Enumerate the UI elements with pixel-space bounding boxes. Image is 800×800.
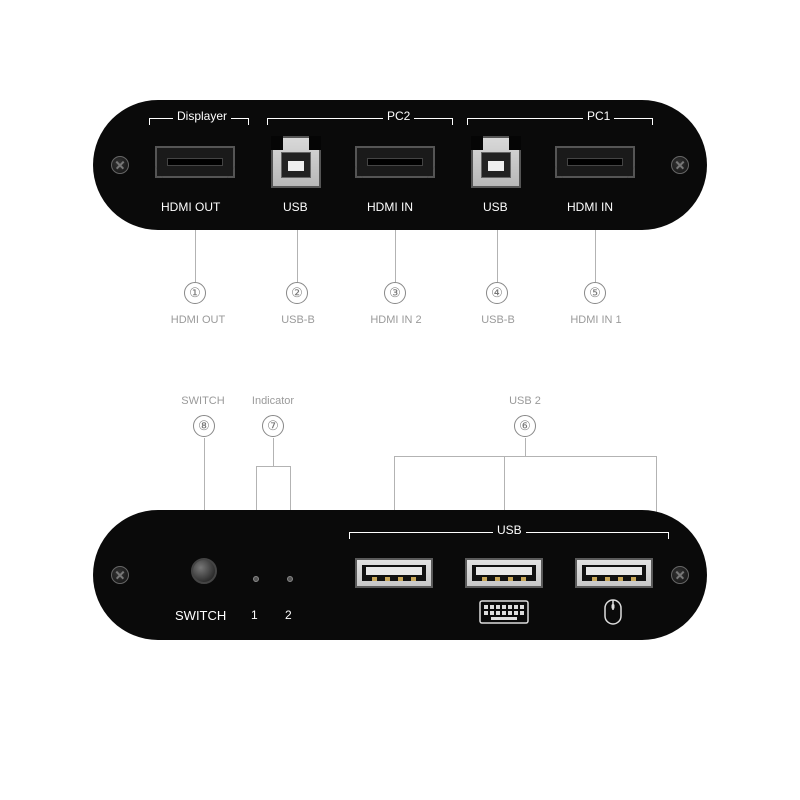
indicator-led-1	[253, 576, 259, 582]
callout-number-3: ③	[384, 282, 406, 304]
callout-label-3: HDMI IN 2	[368, 314, 424, 326]
switch-button[interactable]	[191, 558, 217, 584]
screw-icon	[111, 566, 129, 584]
usb-a-port-1	[355, 558, 433, 588]
callout-label-4: USB-B	[476, 314, 520, 326]
callout-label-7: Indicator	[243, 395, 303, 407]
switch-label: SWITCH	[175, 608, 226, 623]
port-label: HDMI OUT	[161, 200, 220, 214]
callout-label-8: SWITCH	[175, 395, 231, 407]
indicator-label-2: 2	[285, 608, 292, 622]
device-back-panel: Displayer PC2 PC1 HDMI OUT USB HDMI IN U…	[93, 100, 707, 230]
screw-icon	[671, 156, 689, 174]
keyboard-icon	[479, 600, 529, 624]
hdmi-out-port	[155, 146, 235, 178]
callout-line	[256, 466, 290, 467]
callout-number-4: ④	[486, 282, 508, 304]
callout-label-1: HDMI OUT	[168, 314, 228, 326]
hdmi-in-port-pc1	[555, 146, 635, 178]
callout-line	[297, 230, 298, 282]
screw-icon	[111, 156, 129, 174]
callout-number-6: ⑥	[514, 415, 536, 437]
callout-line	[525, 438, 526, 456]
mouse-icon	[603, 598, 623, 626]
callout-line	[195, 230, 196, 282]
indicator-led-2	[287, 576, 293, 582]
callout-line	[395, 230, 396, 282]
group-label-usb: USB	[493, 523, 526, 537]
callout-number-2: ②	[286, 282, 308, 304]
group-label-pc1: PC1	[583, 109, 614, 123]
group-bracket	[467, 118, 653, 124]
port-label: HDMI IN	[367, 200, 413, 214]
hdmi-in-port-pc2	[355, 146, 435, 178]
group-bracket	[267, 118, 453, 124]
callout-number-1: ①	[184, 282, 206, 304]
callout-number-5: ⑤	[584, 282, 606, 304]
port-label: HDMI IN	[567, 200, 613, 214]
indicator-label-1: 1	[251, 608, 258, 622]
usb-a-port-2	[465, 558, 543, 588]
group-label-pc2: PC2	[383, 109, 414, 123]
callout-line	[497, 230, 498, 282]
usb-b-port-pc1	[471, 136, 521, 188]
usb-a-port-3	[575, 558, 653, 588]
device-front-panel: USB SWITCH 1 2	[93, 510, 707, 640]
callout-label-2: USB-B	[276, 314, 320, 326]
callout-line	[595, 230, 596, 282]
callout-line	[273, 438, 274, 466]
group-label-displayer: Displayer	[173, 109, 231, 123]
callout-number-8: ⑧	[193, 415, 215, 437]
port-label: USB	[483, 200, 508, 214]
screw-icon	[671, 566, 689, 584]
callout-label-6: USB 2	[500, 395, 550, 407]
usb-b-port-pc2	[271, 136, 321, 188]
callout-number-7: ⑦	[262, 415, 284, 437]
callout-line	[394, 456, 656, 457]
port-label: USB	[283, 200, 308, 214]
callout-label-5: HDMI IN 1	[568, 314, 624, 326]
